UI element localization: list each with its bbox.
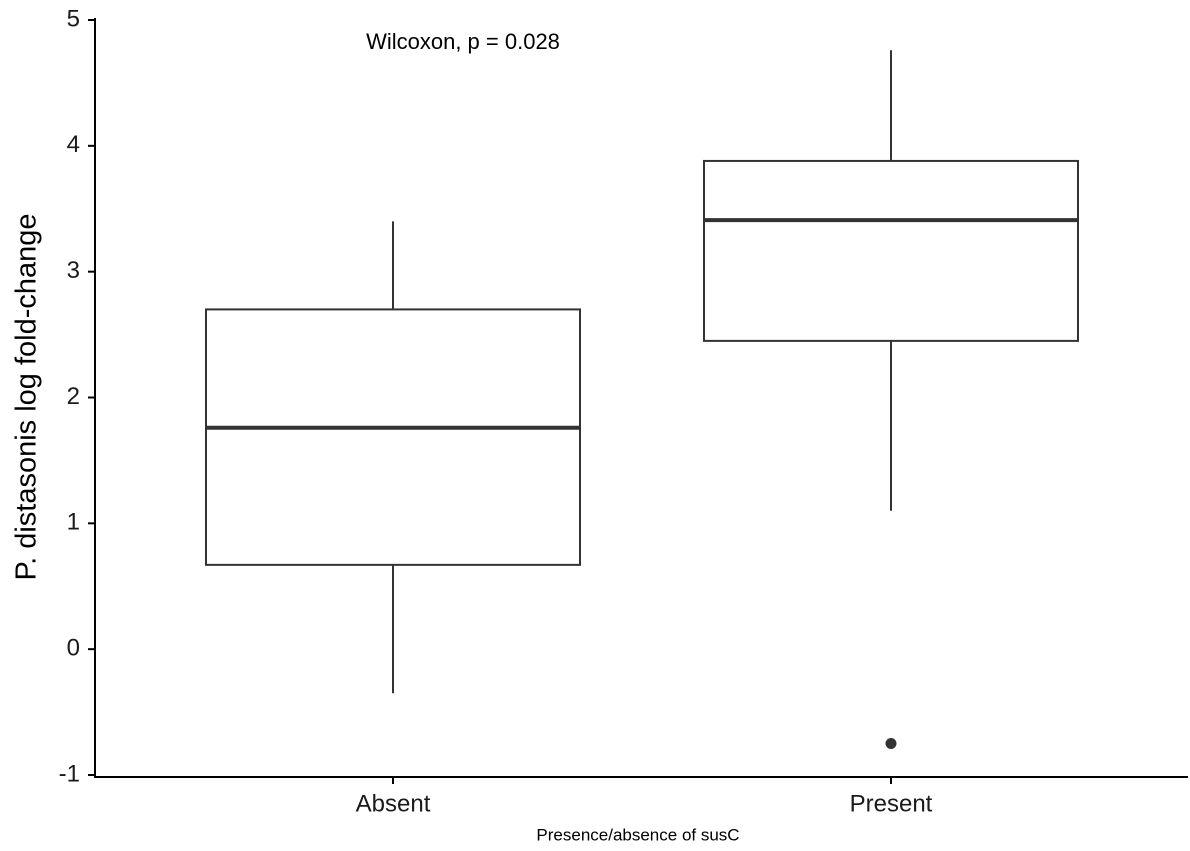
x-axis-title: Presence/absence of susC xyxy=(536,825,739,844)
y-tick-label: 4 xyxy=(67,131,80,158)
y-tick-label: 5 xyxy=(67,5,80,32)
y-tick-label: 1 xyxy=(67,509,80,536)
plot-marks xyxy=(205,50,1079,750)
y-tick-label: 0 xyxy=(67,635,80,662)
iqr-box xyxy=(703,159,1079,342)
iqr-box xyxy=(205,308,581,566)
box-present xyxy=(703,50,1079,750)
x-tick-label: Absent xyxy=(356,790,431,817)
y-axis-title: P. distasonis log fold-change xyxy=(11,213,43,580)
axis-ticks: -1 0 1 2 3 4 5 Absent Present xyxy=(59,5,933,817)
y-tick-label: 3 xyxy=(67,257,80,284)
x-tick-label: Present xyxy=(850,790,933,817)
wilcoxon-annotation: Wilcoxon, p = 0.028 xyxy=(366,29,560,54)
outlier-point xyxy=(885,738,897,750)
box-absent xyxy=(205,221,581,694)
y-tick-label: 2 xyxy=(67,383,80,410)
y-tick-label: -1 xyxy=(59,760,80,787)
